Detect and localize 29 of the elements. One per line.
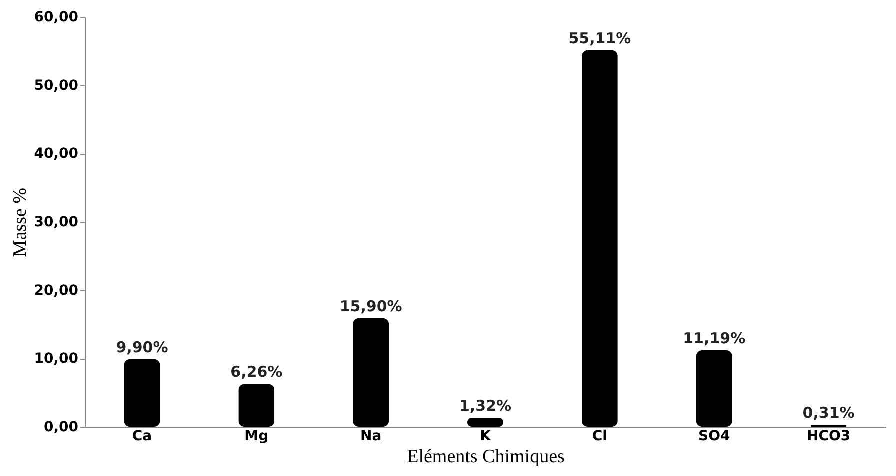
x-axis-title: Eléments Chimiques [407, 446, 565, 468]
x-tick-label: Ca [132, 428, 152, 444]
x-tick-label: K [480, 428, 492, 444]
y-tick-label: 0,00 [44, 420, 79, 436]
y-tick-label: 10,00 [34, 351, 79, 368]
x-tick-label: HCO3 [806, 428, 851, 444]
bar [124, 359, 160, 427]
y-tick-label: 50,00 [34, 78, 79, 94]
bar [238, 384, 275, 427]
x-tick-label: Cl [592, 428, 608, 444]
y-tick-label: 60,00 [34, 10, 79, 26]
data-label: 0,31% [802, 404, 855, 422]
data-label: 9,90% [116, 338, 168, 356]
x-tick-label: SO4 [698, 428, 730, 444]
x-tick-label: Na [360, 428, 382, 444]
y-axis-title: Masse % [10, 188, 32, 258]
bar [468, 418, 504, 427]
y-tick-label: 30,00 [34, 214, 79, 230]
x-tick-label: Mg [244, 428, 269, 444]
bar [696, 350, 732, 427]
data-label: 1,32% [459, 396, 512, 415]
data-label: 6,26% [230, 363, 283, 382]
data-label: 11,19% [683, 330, 746, 348]
bar [353, 318, 390, 427]
data-label: 15,90% [340, 297, 402, 316]
bar [582, 50, 618, 427]
data-label: 55,11% [568, 29, 632, 48]
y-tick-label: 40,00 [34, 146, 79, 162]
y-tick-label: 20,00 [34, 282, 79, 299]
